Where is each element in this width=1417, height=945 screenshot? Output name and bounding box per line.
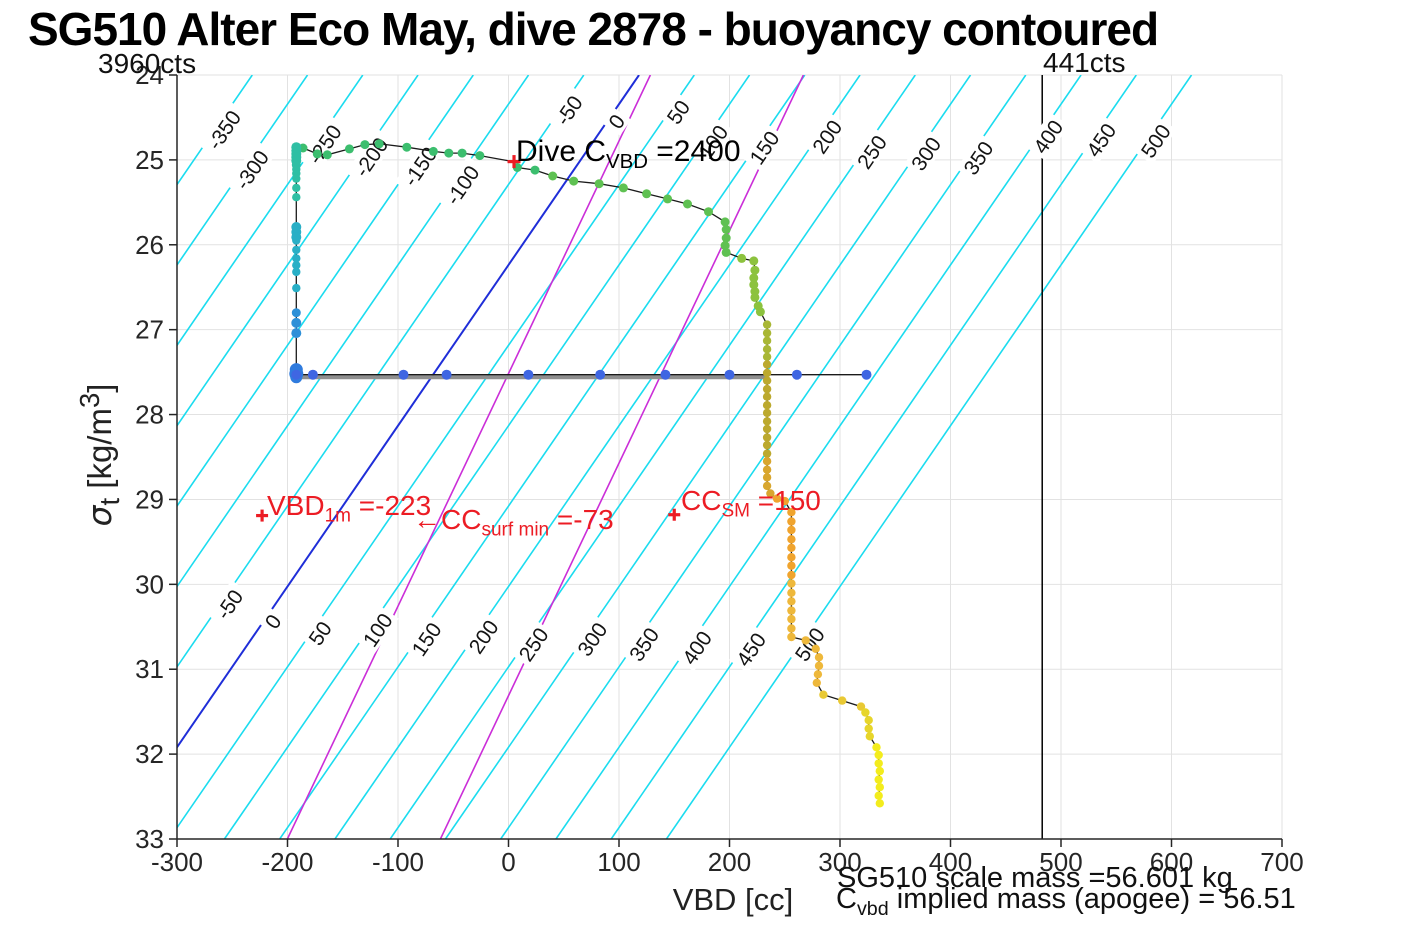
svg-text:-100: -100 xyxy=(372,847,424,877)
trajectory-lines xyxy=(295,143,881,804)
svg-text:26: 26 xyxy=(135,230,164,260)
dive-cvbd-label: Dive CVBD =2400 xyxy=(516,135,741,173)
svg-text:-200: -200 xyxy=(261,847,313,877)
gridlines xyxy=(176,74,1283,840)
svg-text:-300: -300 xyxy=(151,847,203,877)
counts-label-left: 3960cts xyxy=(98,48,197,79)
svg-text:200: 200 xyxy=(708,847,751,877)
svg-text:50: 50 xyxy=(663,96,695,128)
svg-text:300: 300 xyxy=(818,847,861,877)
svg-text:500: 500 xyxy=(1039,847,1082,877)
svg-text:50: 50 xyxy=(305,618,337,650)
axes xyxy=(169,74,1283,847)
x-axis-label: VBD [cc] xyxy=(672,882,794,917)
figure-title: SG510 Alter Eco May, dive 2878 - buoyanc… xyxy=(28,3,1159,55)
svg-text:24: 24 xyxy=(135,60,164,90)
trajectory-dots xyxy=(289,139,884,808)
svg-text:25: 25 xyxy=(135,145,164,175)
cc-sm-label: CCSM =150 xyxy=(681,485,821,522)
cc-surf-min-label: ←CCsurf min =-73 xyxy=(413,504,614,541)
scale-mass-text: SG510 scale mass =56.601 kg xyxy=(837,862,1233,894)
svg-text:29: 29 xyxy=(135,484,164,514)
red-plus-markers xyxy=(256,155,681,522)
svg-text:32: 32 xyxy=(135,739,164,769)
svg-text:600: 600 xyxy=(1150,847,1193,877)
svg-text:27: 27 xyxy=(135,315,164,345)
svg-text:100: 100 xyxy=(597,847,640,877)
tick-labels: -300 -200 -100 0 100 200 300 400 500 600 700 24 25 26… xyxy=(135,60,1304,877)
svg-text:31: 31 xyxy=(135,654,164,684)
vbd-1m-label: VBD1m =-223 xyxy=(267,490,432,527)
svg-text:33: 33 xyxy=(135,824,164,854)
svg-text:700: 700 xyxy=(1260,847,1303,877)
y-axis-label: σt [kg/m3] xyxy=(74,383,125,527)
counts-label-right: 441cts xyxy=(1043,47,1126,78)
svg-text:0: 0 xyxy=(501,847,515,877)
svg-text:30: 30 xyxy=(135,569,164,599)
svg-text:28: 28 xyxy=(135,400,164,430)
svg-text:400: 400 xyxy=(929,847,972,877)
implied-mass-label: Cvbd implied mass (apogee) = 56.51 xyxy=(836,883,1296,920)
buoyancy-contours xyxy=(177,75,1193,839)
